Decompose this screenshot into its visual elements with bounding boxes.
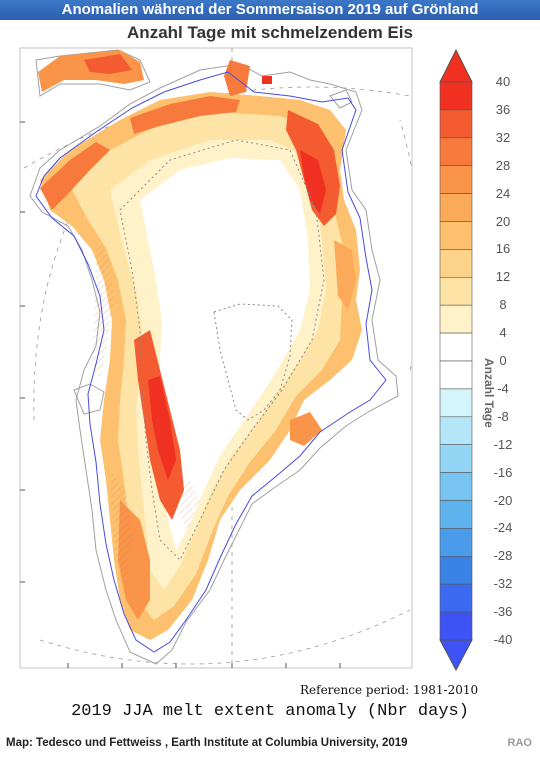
colorbar-band bbox=[439, 611, 473, 641]
colorbar-tick-label: 0 bbox=[499, 353, 507, 368]
colorbar-tick-label: 40 bbox=[495, 74, 511, 89]
coastline bbox=[29, 49, 399, 665]
colorbar-tick-label: 36 bbox=[495, 101, 511, 117]
credit-text: Map: Tedesco und Fettweiss , Earth Insti… bbox=[6, 737, 408, 749]
colorbar-tick-label: 4 bbox=[499, 325, 507, 341]
colorbar-tick-label: -8 bbox=[497, 408, 509, 424]
colorbar-tick-label: 20 bbox=[495, 213, 511, 229]
colorbar-band bbox=[439, 388, 473, 418]
colorbar-band bbox=[439, 416, 473, 445]
colorbar-band bbox=[439, 583, 473, 613]
colorbar-tick-label: 24 bbox=[495, 185, 511, 201]
colorbar-tick-label: -24 bbox=[493, 520, 513, 536]
colorbar-band bbox=[439, 81, 473, 111]
map-caption: 2019 JJA melt extent anomaly (Nbr days) bbox=[71, 702, 469, 721]
colorbar-tick-label: -12 bbox=[493, 436, 513, 452]
colorbar-tick-label: -40 bbox=[493, 632, 513, 647]
colorbar-tick-label: 12 bbox=[495, 269, 511, 285]
colorbar-band bbox=[439, 193, 473, 222]
colorbar-band bbox=[439, 137, 473, 167]
frame-ticks bbox=[20, 121, 341, 668]
colorbar-band bbox=[439, 276, 473, 306]
brand-logo: RAO bbox=[507, 737, 532, 749]
colorbar-band bbox=[439, 165, 473, 194]
ice-sheet bbox=[38, 50, 362, 640]
colorbar-band bbox=[439, 109, 473, 139]
colorbar-band bbox=[439, 221, 473, 250]
colorbar-max-arrow bbox=[439, 48, 473, 83]
colorbar-min-arrow bbox=[439, 639, 473, 672]
colorbar-band bbox=[439, 332, 473, 362]
colorbar-band bbox=[439, 528, 473, 557]
ice-margin-outline bbox=[35, 71, 387, 653]
map-title: Anzahl Tage mit schmelzendem Eis bbox=[127, 23, 413, 42]
colorbar-band bbox=[439, 472, 473, 501]
colorbar-tick-label: 32 bbox=[495, 129, 511, 145]
reference-period: Reference period: 1981-2010 bbox=[300, 683, 479, 697]
colorbar-band bbox=[439, 304, 473, 334]
colorbar-band bbox=[439, 249, 473, 278]
colorbar-tick-label: -32 bbox=[493, 576, 513, 592]
header-banner: Anomalien während der Sommersaison 2019 … bbox=[0, 0, 540, 20]
colorbar-tick-label: 16 bbox=[495, 241, 511, 257]
colorbar-tick-label: 8 bbox=[499, 297, 507, 313]
banner-title: Anomalien während der Sommersaison 2019 … bbox=[61, 1, 479, 18]
colorbar-tick-label: -36 bbox=[493, 604, 513, 620]
colorbar-tick-label: -20 bbox=[493, 492, 513, 508]
colorbar-band bbox=[439, 444, 473, 473]
colorbar-band bbox=[439, 555, 473, 585]
colorbar bbox=[439, 48, 473, 672]
colorbar-band bbox=[439, 500, 473, 529]
colorbar-tick-label: 28 bbox=[495, 157, 511, 173]
colorbar-band bbox=[439, 360, 473, 390]
colorbar-tick-label: -16 bbox=[493, 464, 513, 480]
colorbar-tick-label: -28 bbox=[493, 548, 513, 564]
colorbar-tick-label: -4 bbox=[497, 380, 509, 396]
